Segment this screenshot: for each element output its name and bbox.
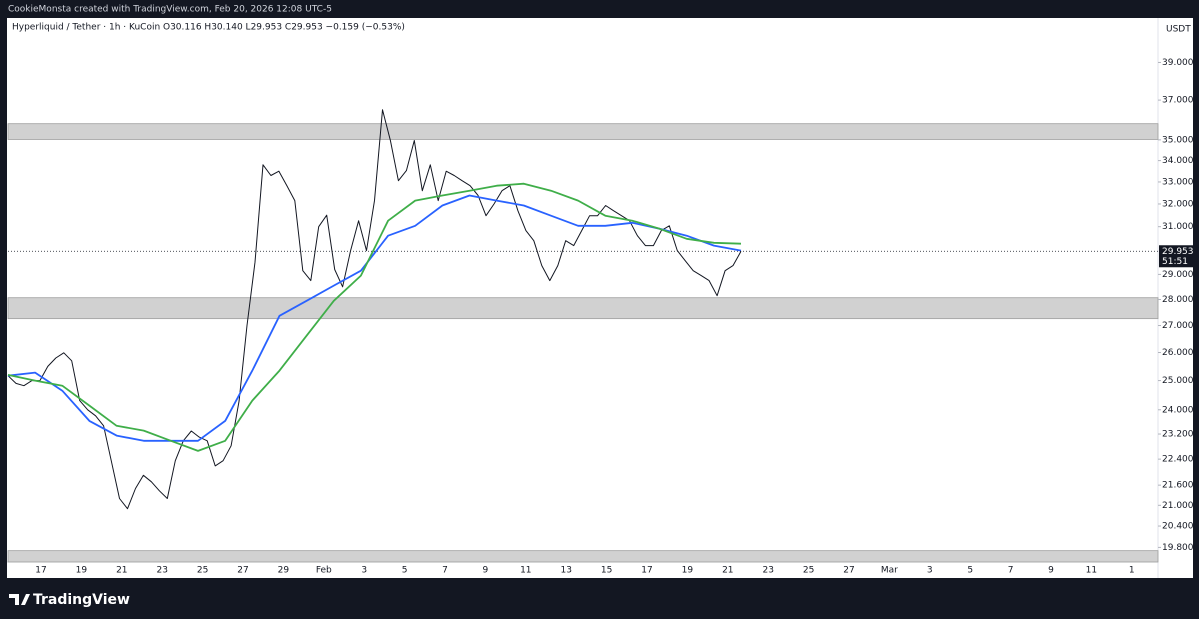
x-tick-label: 23 — [762, 566, 773, 576]
y-tick-label: 33.000 — [1162, 177, 1194, 187]
y-tick-label: 35.000 — [1162, 135, 1194, 145]
y-tick-label: 39.000 — [1162, 58, 1194, 68]
y-tick-label: 29.000 — [1162, 270, 1194, 280]
x-tick-label: 25 — [803, 566, 814, 576]
moving-average — [7, 182, 742, 452]
logo: TradingView — [9, 592, 130, 608]
x-tick-label: 21 — [722, 566, 733, 576]
x-tick-label: 9 — [1048, 566, 1054, 576]
x-tick-label: 23 — [156, 566, 167, 576]
x-tick-label: 25 — [197, 566, 208, 576]
y-tick-label: 32.000 — [1162, 199, 1194, 209]
price-tag — [1159, 245, 1193, 268]
y-tick-label: 20.400 — [1162, 522, 1194, 532]
y-tick-label: 37.000 — [1162, 96, 1194, 106]
x-tick-label: 3 — [361, 566, 367, 576]
x-tick-label: 7 — [1008, 566, 1014, 576]
x-tick-label: 27 — [237, 566, 248, 576]
x-tick-label: 21 — [116, 566, 127, 576]
x-tick-label: 5 — [402, 566, 408, 576]
currency: USDT — [1166, 25, 1191, 35]
y-tick-label: 26.000 — [1162, 348, 1194, 358]
y-tick-label: 21.600 — [1162, 481, 1194, 491]
x-tick-label: 19 — [76, 566, 88, 576]
x-tick-label: 11 — [1086, 566, 1097, 576]
moving-average — [7, 194, 742, 442]
zone — [7, 550, 1159, 563]
x-tick-label: Mar — [881, 566, 898, 576]
y-tick-label: 19.800 — [1162, 543, 1194, 553]
x-tick-label: 13 — [560, 566, 571, 576]
logo-text: TradingView — [33, 592, 130, 608]
last-price-label: 29.953 — [1162, 247, 1194, 257]
zone — [7, 123, 1159, 140]
header-text: CookieMonsta created with TradingView.co… — [8, 5, 332, 15]
y-tick-label: 23.200 — [1162, 430, 1194, 440]
logo-mark — [9, 594, 30, 605]
y-tick-label: 24.000 — [1162, 405, 1194, 415]
x-tick-label: 3 — [927, 566, 933, 576]
y-tick-label: 22.400 — [1162, 455, 1194, 465]
price-line — [7, 109, 742, 510]
x-tick-label: 5 — [967, 566, 973, 576]
x-tick-label: 7 — [442, 566, 448, 576]
x-tick-label: Feb — [316, 566, 332, 576]
symbol: Hyperliquid / Tether · 1h · KuCoin — [12, 23, 160, 33]
x-tick-label: 15 — [601, 566, 612, 576]
y-tick-label: 31.000 — [1162, 222, 1194, 232]
y-tick-label: 25.000 — [1162, 376, 1194, 386]
x-tick-label: 29 — [278, 566, 290, 576]
x-tick-label: 11 — [520, 566, 531, 576]
x-tick-label: 1 — [1129, 566, 1135, 576]
x-tick-label: 27 — [843, 566, 854, 576]
zone — [7, 297, 1159, 320]
x-tick-label: 9 — [483, 566, 489, 576]
x-tick-label: 19 — [682, 566, 694, 576]
x-tick-label: 17 — [35, 566, 46, 576]
x-tick-label: 17 — [641, 566, 652, 576]
y-tick-label: 34.000 — [1162, 156, 1194, 166]
countdown: 51:51 — [1162, 257, 1188, 267]
y-tick-label: 21.000 — [1162, 501, 1194, 511]
ohlc: O30.116 H30.140 L29.953 C29.953 −0.159 (… — [163, 23, 405, 33]
y-tick-label: 28.000 — [1162, 295, 1194, 305]
y-tick-label: 27.000 — [1162, 321, 1194, 331]
